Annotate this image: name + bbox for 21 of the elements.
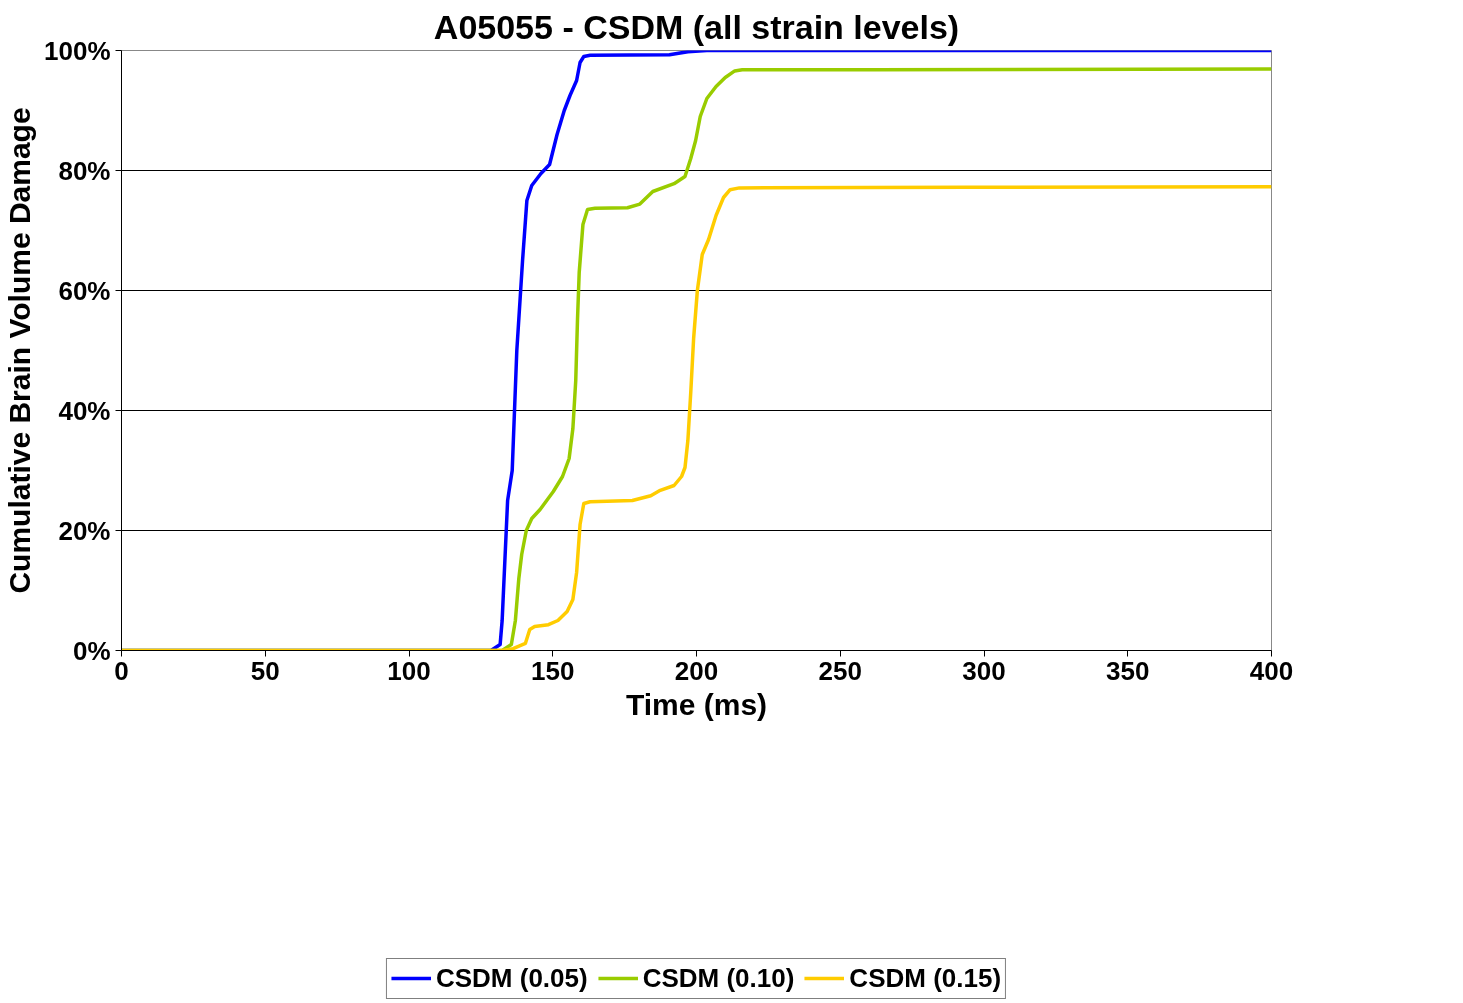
x-tick-label: 200 — [674, 655, 719, 686]
x-tick-label: 50 — [250, 655, 280, 686]
y-tick-label: 0% — [72, 635, 111, 666]
x-tick-label: 150 — [531, 655, 575, 686]
legend-label: CSDM (0.10) — [642, 962, 795, 994]
chart-title: A05055 - CSDM (all strain levels) — [433, 7, 960, 46]
legend-label: CSDM (0.15) — [849, 962, 1002, 994]
y-axis-title: Cumulative Brain Volume Damage — [3, 107, 36, 594]
x-tick-label: 350 — [1106, 655, 1150, 686]
x-tick-label: 250 — [818, 655, 862, 686]
y-tick-label: 60% — [58, 275, 111, 306]
x-tick-label: 300 — [962, 655, 1006, 686]
y-tick-label: 40% — [58, 395, 111, 426]
y-tick-label: 20% — [58, 515, 111, 546]
x-tick-label: 0 — [114, 655, 129, 686]
legend-label: CSDM (0.05) — [435, 962, 588, 994]
x-tick-label: 400 — [1249, 655, 1294, 686]
y-tick-label: 80% — [58, 155, 111, 186]
y-tick-label: 100% — [44, 35, 111, 66]
x-tick-label: 100 — [387, 655, 431, 686]
x-axis-title: Time (ms) — [625, 687, 768, 721]
